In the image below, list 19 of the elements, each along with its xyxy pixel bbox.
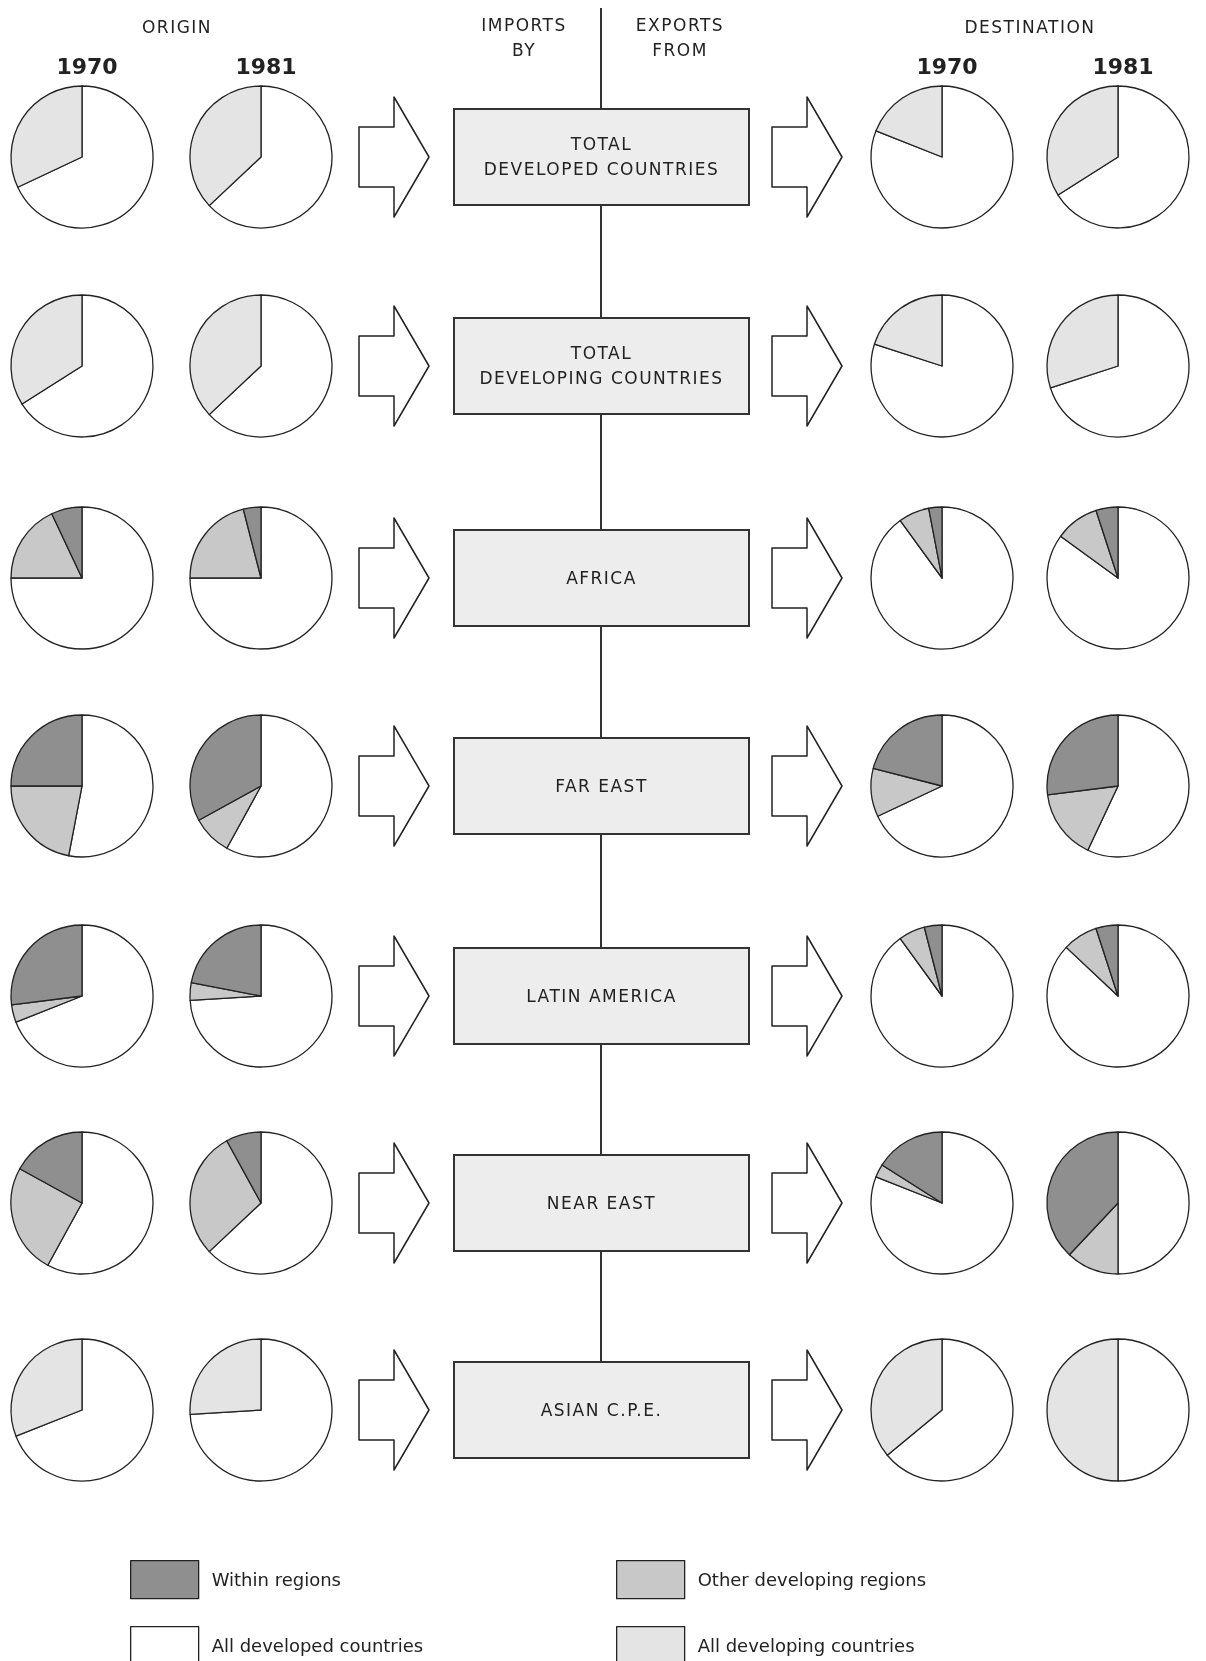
text: ORIGIN xyxy=(140,16,214,39)
legend-label: All developing countries xyxy=(697,1635,915,1657)
label-box: TOTAL DEVELOPED COUNTRIES xyxy=(453,108,750,206)
text: IMPORTS BY xyxy=(480,14,568,62)
legend-label: All developed countries xyxy=(211,1635,424,1657)
label-box: LATIN AMERICA xyxy=(453,947,750,1045)
label-box: TOTAL DEVELOPING COUNTRIES xyxy=(453,317,750,415)
legend-label: Other developing regions xyxy=(697,1569,927,1591)
label-box: FAR EAST xyxy=(453,737,750,835)
slice-label: 1970 xyxy=(56,53,118,79)
legend-label: Within regions xyxy=(211,1569,341,1591)
label-box: AFRICA xyxy=(453,529,750,627)
slice-label: 1981 xyxy=(235,53,297,79)
text: DESTINATION xyxy=(963,16,1097,39)
label-box: NEAR EAST xyxy=(453,1154,750,1252)
slice-label: 1970 xyxy=(916,53,978,79)
slice-label: 1981 xyxy=(1092,53,1154,79)
text: EXPORTS FROM xyxy=(634,14,726,62)
label-box: ASIAN C.P.E. xyxy=(453,1361,750,1459)
